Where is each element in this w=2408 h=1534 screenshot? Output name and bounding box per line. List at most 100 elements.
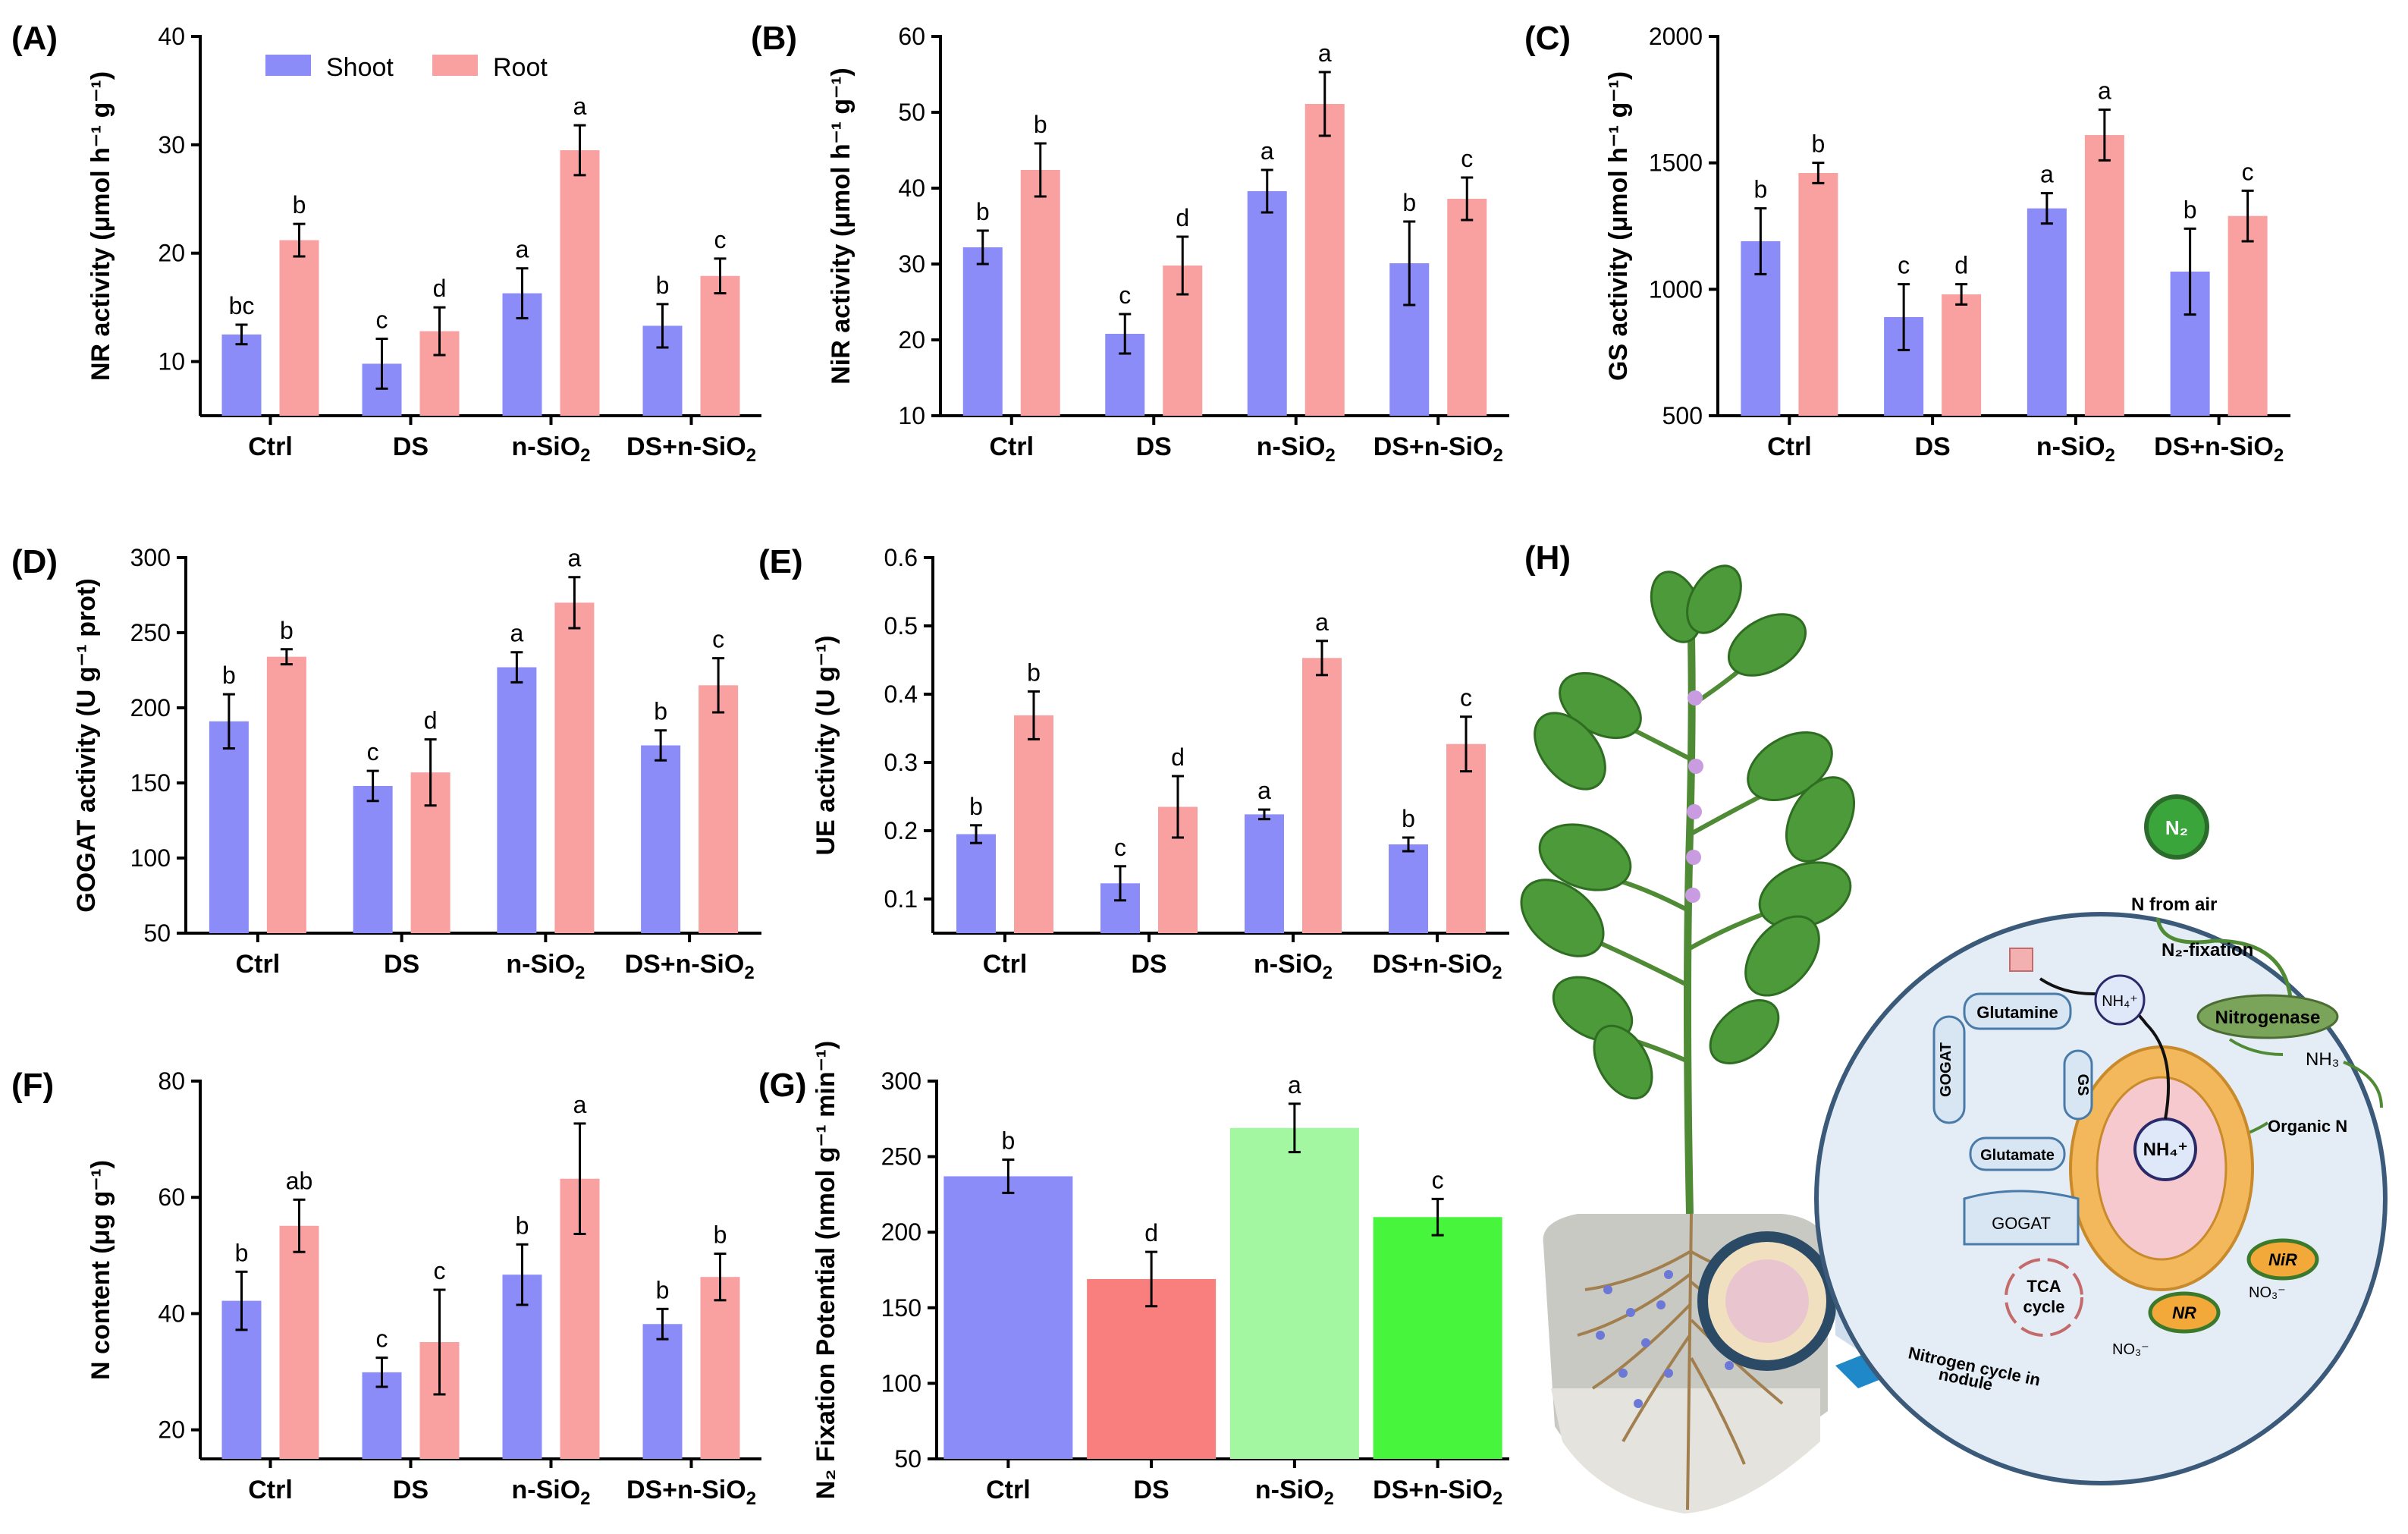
significance-letter: d: [424, 707, 438, 734]
significance-letter: d: [1176, 204, 1189, 231]
significance-letter: a: [1257, 777, 1271, 804]
panel-label: (B): [751, 20, 797, 57]
chart-panel-2: (C) 500 1000 1500 2000 GS activity (μmol h⁻¹ …: [1524, 20, 2290, 466]
legend-label: Shoot: [326, 53, 394, 82]
y-tick-label: 60: [158, 1184, 185, 1211]
y-tick-label: 200: [130, 694, 171, 721]
x-tick-label: Ctrl: [248, 1476, 293, 1504]
bar-root: [1302, 658, 1342, 933]
chart-panel-4: (E) 0.1 0.2 0.3 0.4 0.5 0.6 UE activity (U g⁻¹)…: [758, 543, 1509, 983]
significance-letter: b: [1753, 176, 1767, 203]
significance-letter: b: [1811, 130, 1825, 158]
panel-label-h: (H): [1524, 539, 1571, 577]
x-tick-label: n-SiO2: [2036, 432, 2115, 466]
y-tick-label: 80: [158, 1067, 185, 1095]
x-tick-label: DS: [384, 950, 419, 979]
bar-root: [279, 1225, 319, 1459]
bar-shoot: [221, 334, 262, 416]
transporter-icon: [2009, 948, 2033, 972]
bar-root: [699, 685, 739, 933]
x-tick-label: n-SiO2: [511, 432, 590, 466]
x-tick-label: n-SiO2: [511, 1476, 590, 1509]
gs-node: [2063, 1049, 2093, 1121]
bar-root: [1020, 170, 1060, 416]
significance-letter: b: [1034, 111, 1047, 138]
no3-right-label: NO₃⁻: [2249, 1284, 2286, 1301]
panel-label: (D): [11, 543, 58, 580]
significance-letter: d: [433, 275, 447, 302]
y-tick-label: 40: [158, 1300, 185, 1327]
y-tick-label: 1000: [1649, 275, 1703, 303]
gogat-box-label: GOGAT: [1992, 1214, 2051, 1233]
y-tick-label: 200: [881, 1218, 921, 1246]
x-tick-label: DS+n-SiO2: [1374, 432, 1503, 466]
soil-bottom: [1551, 1388, 1820, 1514]
significance-letter: a: [516, 236, 529, 263]
nir-node: [2246, 1238, 2319, 1281]
significance-letter: b: [280, 617, 294, 644]
bar-charts: (A) 10 20 30 40 NR activity (μmol h⁻¹ g⁻¹) Ctr…: [11, 20, 2290, 1509]
y-tick-label: 150: [881, 1294, 921, 1322]
bar-root: [1798, 173, 1838, 416]
y-tick-label: 0.4: [884, 681, 918, 708]
bar-shoot: [497, 667, 537, 933]
significance-letter: b: [2184, 196, 2197, 223]
x-tick-label: DS: [1134, 1476, 1169, 1504]
n-from-air-label: N from air: [2131, 894, 2217, 915]
significance-letter: d: [1171, 743, 1185, 771]
significance-letter: a: [1261, 137, 1274, 165]
gogat-box: [1963, 1190, 2080, 1246]
y-tick-label: 0.1: [884, 885, 918, 913]
legend-swatch: [432, 55, 478, 76]
significance-letter: a: [510, 620, 523, 647]
significance-letter: a: [2098, 77, 2111, 105]
y-axis-label: N₂ Fixation Potential (nmol g⁻¹ min⁻¹): [812, 1041, 840, 1499]
panel-label: (F): [11, 1067, 54, 1104]
significance-letter: d: [1954, 252, 1968, 279]
x-tick-label: DS: [393, 432, 429, 461]
nh3-label: NH₃: [2306, 1049, 2339, 1070]
n2-molecule: [2144, 794, 2209, 860]
y-tick-label: 30: [158, 131, 185, 159]
panel-label: (E): [758, 543, 803, 580]
chart-panel-6: (G) 50 100 150 200 250 300 N₂ Fixation Potentia…: [758, 1041, 1509, 1509]
significance-letter: c: [712, 626, 724, 653]
significance-letter: b: [1001, 1127, 1015, 1155]
significance-letter: a: [573, 93, 587, 120]
significance-letter: c: [1898, 252, 1910, 279]
panel-label: (C): [1524, 20, 1571, 57]
bar-root: [1304, 104, 1345, 416]
bar-root: [700, 275, 740, 416]
x-tick-label: n-SiO2: [1254, 950, 1333, 983]
y-tick-label: 50: [898, 99, 925, 126]
significance-letter: c: [1432, 1166, 1444, 1193]
y-tick-label: 250: [130, 619, 171, 646]
nir-label: NiR: [2268, 1250, 2297, 1269]
y-tick-label: 150: [130, 769, 171, 797]
bar-shoot: [2027, 208, 2067, 416]
significance-letter: c: [2242, 158, 2254, 185]
bar-shoot: [1245, 814, 1284, 933]
significance-letter: b: [1402, 189, 1416, 216]
x-tick-label: n-SiO2: [1255, 1476, 1334, 1509]
bar-shoot: [353, 785, 393, 933]
plant-stem: [1684, 637, 1696, 1215]
y-tick-label: 500: [1662, 402, 1703, 429]
plant-flowers: [1685, 690, 1703, 903]
bar-root: [554, 602, 595, 933]
x-tick-label: DS+n-SiO2: [1372, 950, 1502, 983]
legend-swatch: [265, 55, 311, 76]
tca-cycle-node: [2005, 1258, 2083, 1337]
chart-panel-0: (A) 10 20 30 40 NR activity (μmol h⁻¹ g⁻¹) Ctr…: [11, 20, 761, 466]
tca-label-2: cycle: [2023, 1297, 2064, 1316]
x-tick-label: Ctrl: [248, 432, 293, 461]
root-system: [1577, 1213, 1806, 1510]
n2-label: N₂: [2165, 816, 2188, 839]
significance-letter: b: [714, 1221, 727, 1249]
significance-letter: a: [2040, 161, 2054, 188]
y-tick-label: 2000: [1649, 23, 1703, 50]
nr-node: [2148, 1291, 2221, 1334]
y-tick-label: 100: [130, 844, 171, 872]
